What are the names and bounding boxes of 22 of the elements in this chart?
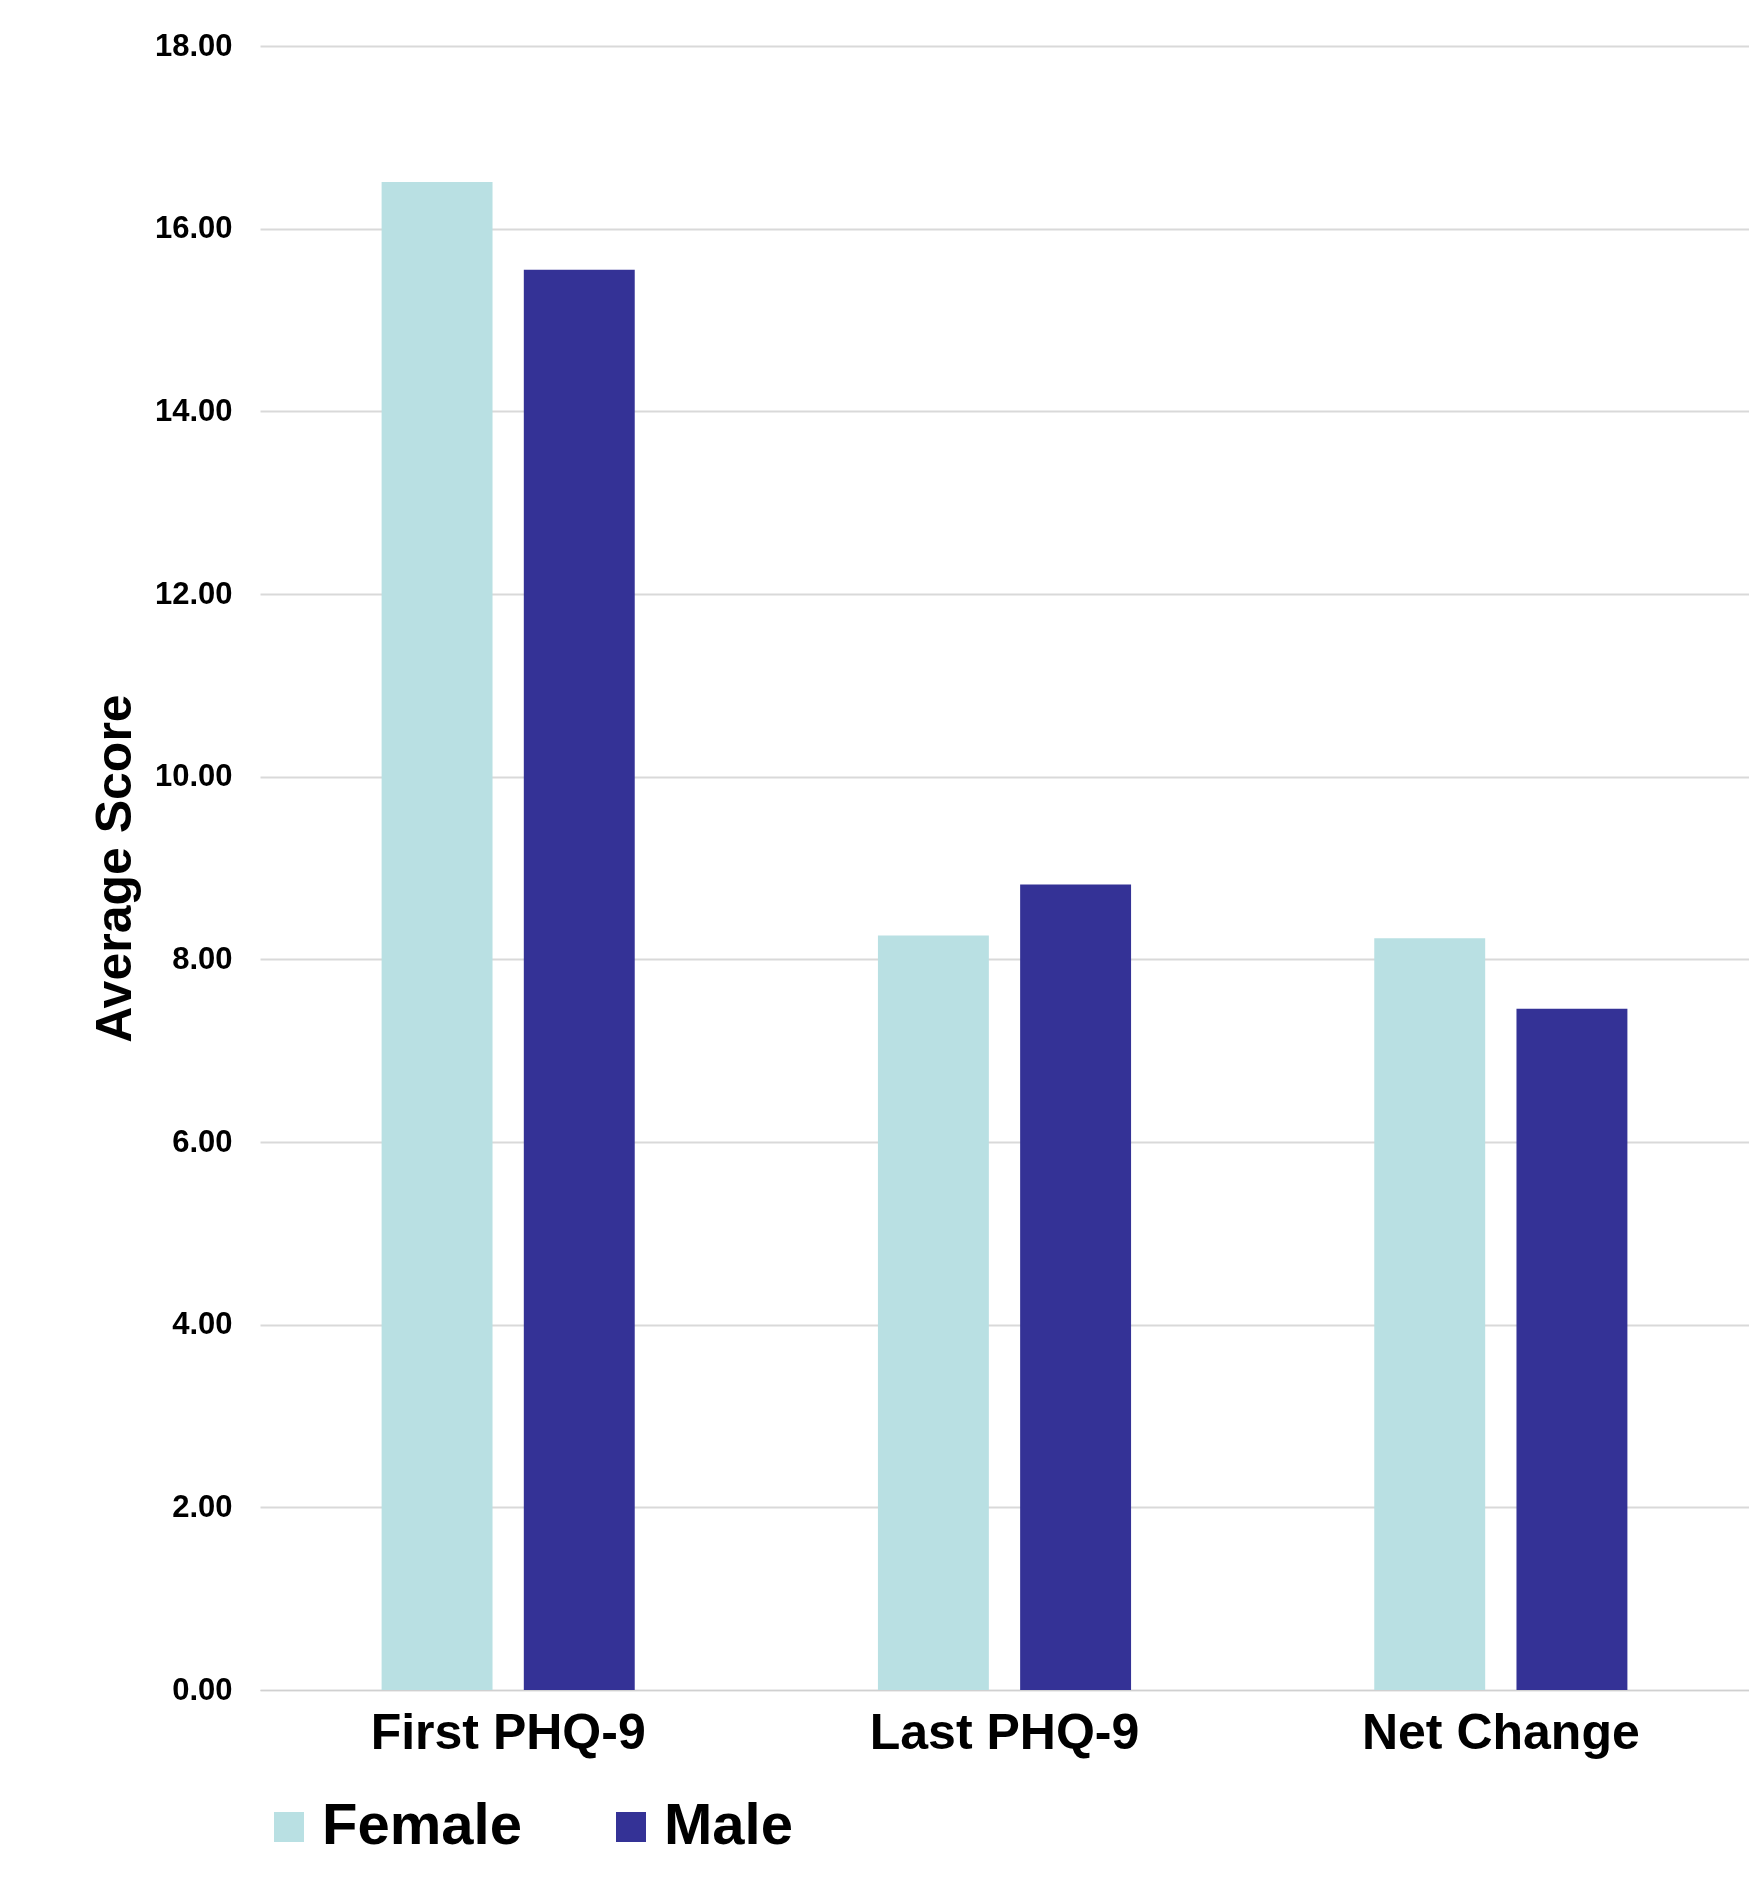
legend-label: Male: [664, 1791, 793, 1856]
y-tick-label: 8.00: [172, 940, 233, 976]
x-tick-label: Net Change: [1361, 1703, 1640, 1760]
y-tick-label: 16.00: [154, 210, 233, 246]
bar: [1374, 938, 1486, 1690]
bar: [1020, 884, 1132, 1690]
y-tick-label: 18.00: [154, 27, 233, 63]
y-tick-label: 12.00: [154, 575, 233, 611]
y-tick-label: 10.00: [154, 758, 233, 794]
bar: [877, 935, 989, 1690]
y-tick-label: 2.00: [172, 1488, 233, 1524]
bar: [381, 182, 493, 1690]
legend-label: Female: [322, 1791, 522, 1856]
x-tick-label: First PHQ-9: [370, 1703, 646, 1760]
bar: [1516, 1008, 1628, 1690]
bar: [523, 269, 635, 1690]
y-axis-title: Average Score: [85, 694, 142, 1043]
y-tick-label: 14.00: [154, 392, 233, 428]
y-tick-label: 0.00: [172, 1671, 233, 1707]
x-tick-label: Last PHQ-9: [869, 1703, 1140, 1760]
y-tick-label: 6.00: [172, 1123, 233, 1159]
y-tick-label: 4.00: [172, 1306, 233, 1342]
